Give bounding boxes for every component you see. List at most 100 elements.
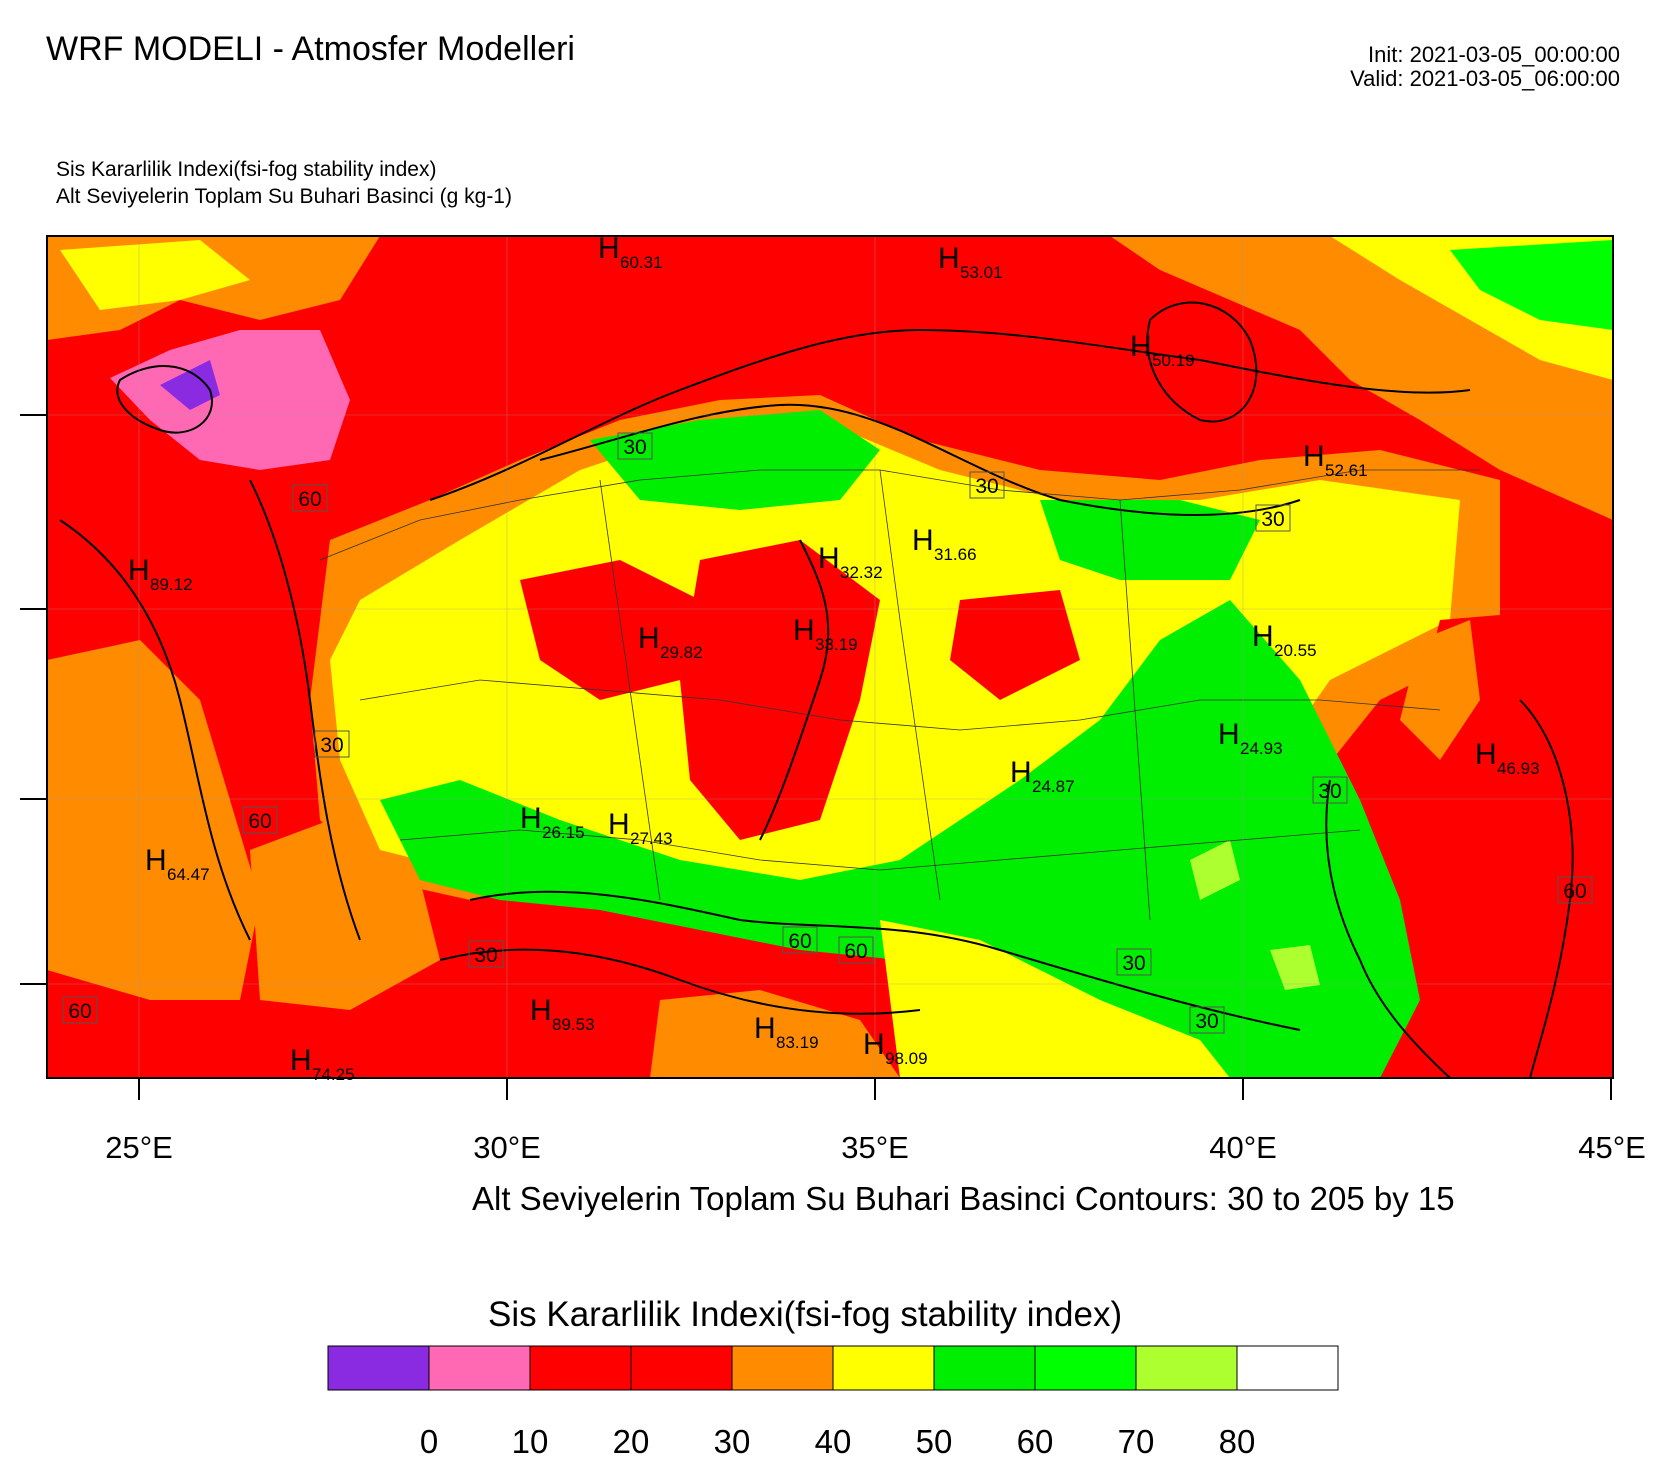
init-time: Init: 2021-03-05_00:00:00 bbox=[1368, 42, 1620, 67]
legend-title: Sis Kararlilik Indexi(fsi-fog stability … bbox=[488, 1295, 1123, 1334]
legend-swatch bbox=[1135, 1345, 1238, 1391]
legend-tick-label: 0 bbox=[420, 1423, 438, 1460]
svg-text:30: 30 bbox=[1122, 952, 1145, 975]
fsi-area-north-green bbox=[590, 410, 880, 510]
contour-value-label: 30 bbox=[314, 730, 350, 758]
fsi-area-ne-green bbox=[1450, 240, 1613, 330]
high-marker: H bbox=[1475, 738, 1497, 771]
high-marker: H bbox=[1218, 718, 1240, 751]
high-marker: H bbox=[608, 808, 630, 841]
contour-line bbox=[539, 403, 1301, 516]
legend-tick-label: 30 bbox=[714, 1423, 751, 1460]
high-marker: H bbox=[598, 232, 620, 265]
high-center-label: H 74.25 bbox=[290, 1044, 355, 1084]
high-center-label: H 26.15 bbox=[520, 802, 585, 842]
legend-swatch bbox=[529, 1345, 632, 1391]
contour-value-label: 30 bbox=[617, 432, 653, 460]
high-value: 52.61 bbox=[1325, 461, 1368, 480]
contour-value-label: 60 bbox=[62, 996, 98, 1024]
contour-value-label: 30 bbox=[1116, 948, 1152, 976]
legend-swatch bbox=[933, 1345, 1036, 1391]
contour-value-label: 30 bbox=[1189, 1006, 1225, 1034]
svg-text:60: 60 bbox=[248, 810, 271, 833]
svg-text:30: 30 bbox=[975, 475, 998, 498]
contour-line bbox=[1519, 699, 1574, 1078]
high-marker: H bbox=[1130, 330, 1152, 363]
lon-label-35e: 35°E bbox=[841, 1130, 909, 1165]
high-center-label: H 50.19 bbox=[1130, 330, 1195, 370]
legend-swatch bbox=[630, 1345, 733, 1391]
lon-label-45e: 45°E bbox=[1578, 1130, 1646, 1165]
fsi-area-south-green bbox=[380, 600, 1420, 1078]
high-marker: H bbox=[793, 614, 815, 647]
contour-line bbox=[469, 890, 1301, 1031]
high-marker: H bbox=[1252, 620, 1274, 653]
legend-swatch bbox=[731, 1345, 834, 1391]
high-center-label: H 60.31 bbox=[598, 232, 663, 272]
fsi-area-marmara-purple bbox=[160, 360, 220, 410]
high-marker: H bbox=[912, 524, 934, 557]
high-center-label: H 46.93 bbox=[1475, 738, 1540, 778]
high-value: 31.66 bbox=[934, 545, 977, 564]
lon-ticks bbox=[138, 1078, 1612, 1100]
high-marker: H bbox=[638, 622, 660, 655]
contour-value-label: 60 bbox=[838, 936, 874, 964]
high-marker: H bbox=[290, 1044, 312, 1077]
svg-text:30: 30 bbox=[1318, 780, 1341, 803]
contour-line bbox=[59, 519, 251, 941]
high-value: 27.43 bbox=[630, 829, 673, 848]
high-center-label: H 98.09 bbox=[863, 1028, 928, 1068]
contour-line bbox=[439, 948, 921, 1015]
contour-line bbox=[429, 328, 1471, 501]
svg-text:60: 60 bbox=[298, 488, 321, 511]
fsi-area-aegean-orange bbox=[47, 640, 260, 1000]
high-value: 89.53 bbox=[552, 1015, 595, 1034]
lat-ticks bbox=[20, 414, 47, 985]
fsi-area-central-red-1 bbox=[520, 560, 700, 700]
svg-text:60: 60 bbox=[788, 930, 811, 953]
legend-swatch bbox=[832, 1345, 935, 1391]
legend-swatch bbox=[428, 1345, 531, 1391]
fsi-area-marmara-pink bbox=[110, 330, 350, 470]
svg-text:30: 30 bbox=[1195, 1010, 1218, 1033]
high-value: 98.09 bbox=[885, 1049, 928, 1068]
high-marker: H bbox=[938, 242, 960, 275]
high-value: 89.12 bbox=[150, 575, 193, 594]
fsi-area-central-red-2 bbox=[680, 540, 880, 840]
high-marker: H bbox=[128, 554, 150, 587]
fsi-area-lime-1 bbox=[1190, 840, 1240, 900]
map-frame bbox=[46, 235, 1614, 1079]
high-marker: H bbox=[1303, 440, 1325, 473]
high-value: 26.15 bbox=[542, 823, 585, 842]
fsi-area-east-orange bbox=[1400, 620, 1480, 760]
legend-tick-label: 40 bbox=[815, 1423, 852, 1460]
high-value: 20.55 bbox=[1274, 641, 1317, 660]
legend-tick-labels: 0 10 20 30 40 50 60 70 80 bbox=[420, 1423, 1256, 1460]
high-center-label: H 89.53 bbox=[530, 994, 595, 1034]
legend-tick-label: 10 bbox=[512, 1423, 549, 1460]
high-center-label: H 33.19 bbox=[793, 614, 858, 654]
legend-swatch bbox=[1034, 1345, 1137, 1391]
svg-text:30: 30 bbox=[474, 944, 497, 967]
fsi-area-lime-2 bbox=[1270, 945, 1320, 990]
legend-swatch bbox=[327, 1345, 430, 1391]
border-line bbox=[359, 679, 1441, 731]
graticule bbox=[47, 236, 1613, 1078]
high-value: 50.19 bbox=[1152, 351, 1195, 370]
high-center-label: H 24.87 bbox=[1010, 756, 1075, 796]
high-center-label: H 83.19 bbox=[754, 1012, 819, 1052]
border-line bbox=[879, 469, 941, 901]
high-marker: H bbox=[145, 844, 167, 877]
high-value: 74.25 bbox=[312, 1065, 355, 1084]
legend-tick-label: 60 bbox=[1017, 1423, 1054, 1460]
fsi-area-cyprus-orange bbox=[650, 990, 900, 1078]
high-center-label: H 29.82 bbox=[638, 622, 703, 662]
high-marker: H bbox=[530, 994, 552, 1027]
svg-text:60: 60 bbox=[844, 940, 867, 963]
high-center-label: H 32.32 bbox=[818, 542, 883, 582]
high-center-label: H 52.61 bbox=[1303, 440, 1368, 480]
valid-time: Valid: 2021-03-05_06:00:00 bbox=[1350, 66, 1620, 91]
contour-value-label: 60 bbox=[292, 484, 328, 512]
contour-value-labels: 30 30 30 60 30 60 30 30 60 30 60 30 60 60 bbox=[62, 432, 1593, 1034]
